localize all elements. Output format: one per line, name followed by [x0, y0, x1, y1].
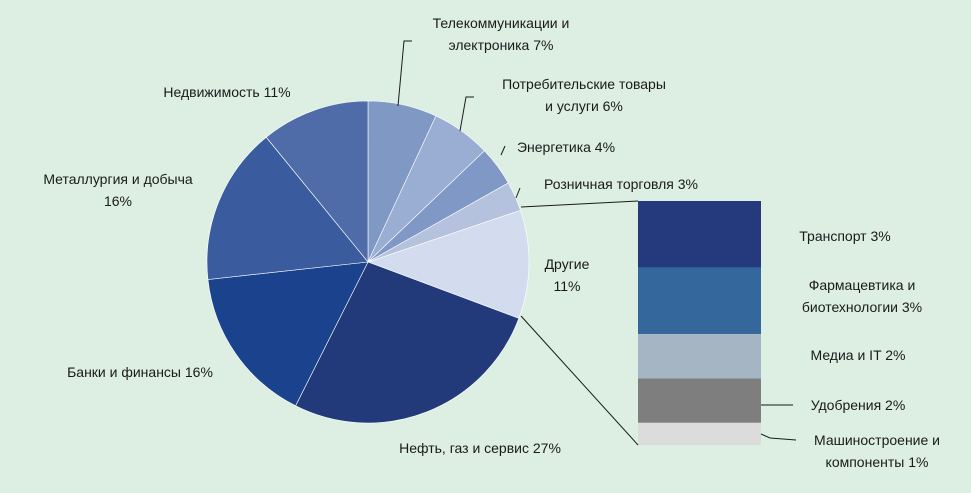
pie-slice-7 — [206, 136, 369, 280]
slice-label-1: Потребительские товары и услуги 6% — [502, 76, 666, 114]
bar-segment-0 — [638, 201, 761, 268]
slice-label-7: Металлургия и добыча 16% — [43, 171, 193, 209]
leader-line-1 — [459, 96, 474, 132]
breakdown-bar — [638, 201, 761, 445]
pie-slice-4 — [367, 209, 530, 319]
slice-label-8: Недвижимость 11% — [163, 84, 290, 100]
bar-segment-3 — [638, 378, 761, 423]
leader-lines — [397, 40, 797, 446]
bar-segment-4 — [638, 422, 761, 445]
leader-line-4 — [520, 200, 639, 208]
slice-label-2: Энергетика 4% — [517, 139, 615, 155]
slice-label-5: Нефть, газ и сервис 27% — [399, 440, 561, 456]
bar-label-3: Удобрения 2% — [811, 397, 906, 413]
bar-label-2: Медиа и IT 2% — [811, 347, 906, 363]
slice-label-0: Телекоммуникации и электроника 7% — [433, 15, 570, 53]
pie-slices — [206, 100, 530, 424]
leader-line-0 — [397, 40, 412, 107]
slice-label-6: Банки и финансы 16% — [67, 364, 213, 380]
bar-segment-1 — [638, 267, 761, 335]
pie-slice-5 — [295, 261, 520, 424]
leader-line-5 — [520, 315, 639, 446]
pie-slice-6 — [207, 261, 369, 407]
pie-slice-8 — [265, 100, 369, 263]
leader-line-7 — [760, 433, 797, 441]
leader-line-3 — [515, 187, 521, 199]
slice-label-4: Другие 11% — [545, 256, 590, 294]
bar-label-4: Машиностроение и компоненты 1% — [814, 432, 940, 470]
bar-label-1: Фармацевтика и биотехнологии 3% — [802, 277, 922, 315]
leader-line-2 — [500, 145, 506, 156]
slice-label-3: Розничная торговля 3% — [544, 176, 698, 192]
bar-segment-2 — [638, 334, 761, 379]
slice-labels: Телекоммуникации и электроника 7% Потребит… — [43, 15, 940, 470]
bar-label-0: Транспорт 3% — [799, 228, 890, 244]
